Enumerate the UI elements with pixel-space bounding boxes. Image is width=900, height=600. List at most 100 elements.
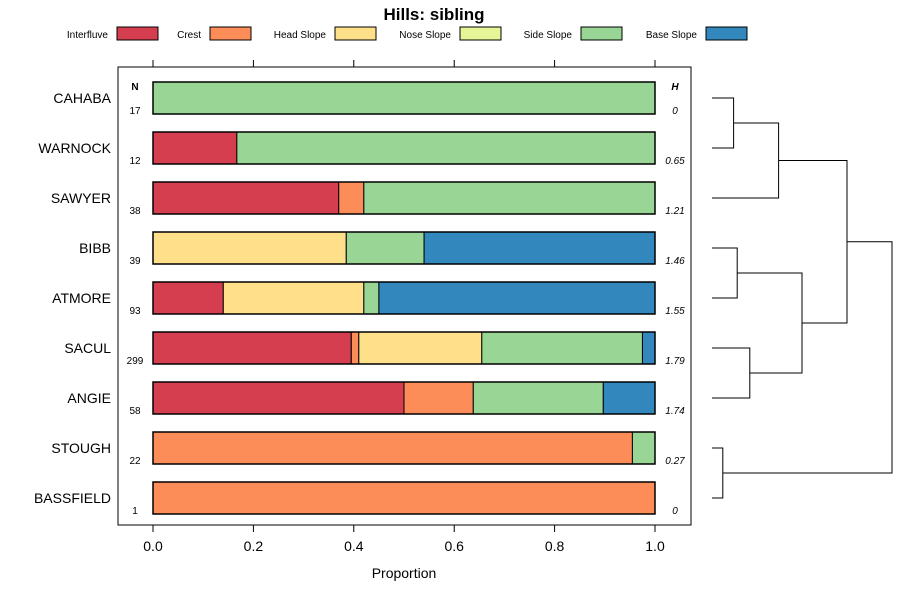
h-value-angie: 1.74 (665, 406, 685, 417)
n-value-angie: 58 (129, 406, 141, 417)
legend-swatch-crest (209, 26, 252, 41)
x-tick-label: 1.0 (645, 538, 665, 554)
h-value-bassfield: 0 (672, 506, 678, 517)
bar-segment-sacul-head-slope (358, 331, 483, 365)
bar-outline-angie (152, 381, 656, 415)
bar-segment-sacul-crest (350, 331, 360, 365)
h-value-sacul: 1.79 (665, 356, 685, 367)
row-warnock: WARNOCK 12 0.65 (38, 131, 685, 167)
bar-segment-sacul-interfluve (152, 331, 352, 365)
row-label-warnock: WARNOCK (38, 140, 111, 156)
row-cahaba: CAHABA 17 0 (53, 81, 678, 117)
bar-segment-sawyer-crest (338, 181, 365, 215)
bar-segment-sacul-side-slope (481, 331, 643, 365)
bar-segment-angie-base-slope (602, 381, 656, 415)
dendrogram-branch (712, 247, 738, 299)
dendrogram-branch (737, 272, 803, 374)
x-axis: 0.0 0.2 0.4 0.6 0.8 1.0 (143, 60, 665, 554)
x-tick-label: 0.0 (143, 538, 163, 554)
bar-segment-atmore-side-slope (363, 281, 380, 315)
n-value-bassfield: 1 (132, 506, 138, 517)
legend-label-interfluve: Interfluve (67, 30, 109, 41)
bar-segment-angie-interfluve (152, 381, 405, 415)
dendrogram-branch (712, 447, 724, 499)
x-tick-label: 0.6 (444, 538, 464, 554)
legend-swatch-head-slope (334, 26, 377, 41)
bar-segment-warnock-side-slope (236, 131, 656, 165)
bar-segment-bibb-base-slope (423, 231, 656, 265)
x-axis-title: Proportion (372, 565, 437, 581)
h-column-header: H (671, 82, 679, 93)
legend: Interfluve Crest Head Slope Nose Slope Side … (67, 26, 748, 41)
h-value-stough: 0.27 (665, 456, 685, 467)
n-value-sawyer: 38 (129, 206, 141, 217)
n-value-warnock: 12 (129, 156, 141, 167)
bar-segment-bassfield-crest (152, 481, 656, 515)
legend-label-head-slope: Head Slope (274, 30, 327, 41)
dendrogram-branch (712, 97, 735, 149)
row-label-stough: STOUGH (51, 440, 111, 456)
row-label-angie: ANGIE (67, 390, 111, 406)
n-value-stough: 22 (129, 456, 141, 467)
bar-segment-stough-crest (152, 431, 633, 465)
bar-segment-atmore-head-slope (222, 281, 365, 315)
bar-segment-stough-side-slope (631, 431, 656, 465)
bar-outline-bibb (152, 231, 656, 265)
legend-label-side-slope: Side Slope (524, 30, 573, 41)
bar-segment-warnock-interfluve (152, 131, 238, 165)
dendrogram-branch (778, 160, 848, 324)
bar-outline-stough (152, 431, 656, 465)
row-bibb: BIBB 39 1.46 (79, 231, 685, 267)
chart-title: Hills: sibling (383, 5, 484, 24)
n-value-cahaba: 17 (129, 106, 141, 117)
legend-label-nose-slope: Nose Slope (399, 30, 451, 41)
bar-segment-sawyer-side-slope (363, 181, 656, 215)
legend-label-base-slope: Base Slope (646, 30, 698, 41)
bar-segment-sacul-base-slope (641, 331, 656, 365)
n-value-atmore: 93 (129, 306, 141, 317)
plot-frame (117, 66, 692, 526)
n-column-header: N (131, 82, 138, 93)
n-value-bibb: 39 (129, 256, 141, 267)
legend-label-crest: Crest (177, 30, 201, 41)
dendrogram-branch (722, 241, 893, 474)
legend-swatch-nose-slope (459, 26, 502, 41)
row-atmore: ATMORE 93 1.55 (52, 281, 685, 317)
dendrogram-branch (712, 122, 780, 199)
bar-outline-atmore (152, 281, 656, 315)
h-value-bibb: 1.46 (665, 256, 685, 267)
row-label-atmore: ATMORE (52, 290, 111, 306)
dendrogram (712, 97, 893, 499)
n-value-sacul: 299 (127, 356, 144, 367)
bar-segment-bibb-side-slope (345, 231, 425, 265)
row-label-sawyer: SAWYER (51, 190, 111, 206)
row-label-bibb: BIBB (79, 240, 111, 256)
bar-outline-sawyer (152, 181, 656, 215)
dendrogram-branch (712, 347, 751, 399)
row-label-bassfield: BASSFIELD (34, 490, 111, 506)
h-value-atmore: 1.55 (665, 306, 685, 317)
row-angie: ANGIE 58 1.74 (67, 381, 685, 417)
x-tick-label: 0.2 (244, 538, 264, 554)
bar-rows: CAHABA 17 0 WARNOCK 12 0.65 SAWYER 38 1.21 BIBB 39… (34, 81, 685, 517)
x-tick-label: 0.4 (344, 538, 364, 554)
row-stough: STOUGH 22 0.27 (51, 431, 685, 467)
bar-segment-angie-side-slope (472, 381, 604, 415)
legend-swatch-base-slope (705, 26, 748, 41)
row-label-cahaba: CAHABA (53, 90, 111, 106)
h-value-sawyer: 1.21 (665, 206, 684, 217)
h-value-cahaba: 0 (672, 106, 678, 117)
row-label-sacul: SACUL (64, 340, 111, 356)
bar-outline-bassfield (152, 481, 656, 515)
bar-segment-bibb-head-slope (152, 231, 347, 265)
bar-segment-angie-crest (403, 381, 474, 415)
bar-segment-atmore-interfluve (152, 281, 224, 315)
bar-outline-warnock (152, 131, 656, 165)
row-sacul: SACUL 299 1.79 (64, 331, 685, 367)
x-tick-label: 0.8 (545, 538, 565, 554)
bar-segment-atmore-base-slope (378, 281, 656, 315)
bar-segment-cahaba-side-slope (152, 81, 656, 115)
row-bassfield: BASSFIELD 1 0 (34, 481, 678, 517)
bar-segment-sawyer-interfluve (152, 181, 340, 215)
